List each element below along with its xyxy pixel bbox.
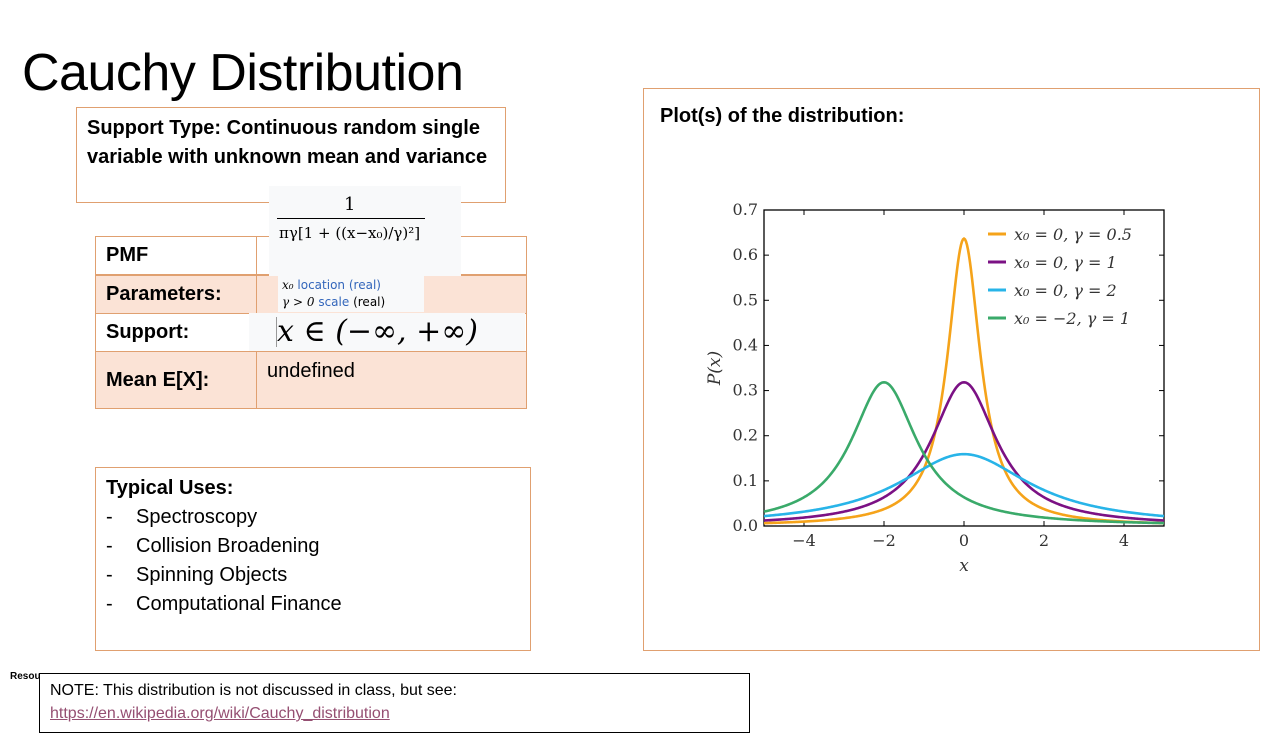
mean-label: Mean E[X]: bbox=[95, 351, 257, 409]
series-line bbox=[763, 237, 1165, 525]
cauchy-chart: 0.0 0.1 0.2 0.3 0.4 0.5 0.6 0.7 −4 −2 0 2 4 x P(x) x₀ =… bbox=[705, 200, 1165, 576]
legend-label: x₀ = 0, γ = 0.5 bbox=[1014, 225, 1132, 244]
legend-label: x₀ = −2, γ = 1 bbox=[1014, 309, 1130, 328]
parameters-image: x₀ location (real) γ > 0 scale (real) bbox=[278, 276, 424, 312]
y-tick-label: 0.4 bbox=[733, 335, 758, 354]
y-tick-label: 0.0 bbox=[733, 516, 758, 535]
parameters-label: Parameters: bbox=[95, 274, 257, 314]
wikipedia-link[interactable]: https://en.wikipedia.org/wiki/Cauchy_dis… bbox=[50, 705, 390, 722]
y-axis-label: P(x) bbox=[705, 351, 725, 386]
support-formula-image: x ∈ (−∞, +∞) bbox=[249, 313, 525, 351]
list-item: - Collision Broadening bbox=[106, 535, 320, 557]
param-location-link[interactable]: location bbox=[297, 278, 346, 292]
series-line bbox=[763, 452, 1165, 518]
support-label: Support: bbox=[95, 313, 257, 352]
y-tick-label: 0.2 bbox=[733, 426, 758, 445]
legend-label: x₀ = 0, γ = 2 bbox=[1014, 281, 1117, 300]
support-formula: x ∈ (−∞, +∞) bbox=[277, 314, 478, 349]
x-tick-label: 2 bbox=[1039, 531, 1049, 550]
resource-label: Resou bbox=[10, 671, 41, 682]
param-scale-type: (real) bbox=[353, 295, 386, 309]
list-item: - Spinning Objects bbox=[106, 564, 288, 586]
pmf-label: PMF bbox=[95, 236, 257, 276]
y-tick-label: 0.6 bbox=[733, 245, 758, 264]
note-box: NOTE: This distribution is not discussed… bbox=[39, 673, 750, 733]
x-axis-label: x bbox=[959, 556, 969, 576]
y-tick-label: 0.3 bbox=[733, 381, 758, 400]
x-tick-label: −2 bbox=[872, 531, 896, 550]
x-tick-label: −4 bbox=[792, 531, 816, 550]
y-tick-label: 0.1 bbox=[733, 471, 758, 490]
typical-uses-heading: Typical Uses: bbox=[106, 477, 234, 499]
list-item: - Spectroscopy bbox=[106, 506, 258, 528]
note-text: NOTE: This distribution is not discussed… bbox=[50, 682, 457, 699]
legend-label: x₀ = 0, γ = 1 bbox=[1014, 253, 1117, 272]
plot-heading: Plot(s) of the distribution: bbox=[660, 105, 905, 127]
param-location-type: (real) bbox=[348, 278, 381, 292]
param-gamma-symbol: γ > 0 bbox=[282, 295, 315, 309]
pmf-denominator: πγ[1 + ((x−x₀)/γ)²] bbox=[279, 224, 421, 242]
param-x0-symbol: x₀ bbox=[282, 278, 294, 292]
page-title: Cauchy Distribution bbox=[22, 44, 464, 102]
x-tick-label: 0 bbox=[959, 531, 969, 550]
param-scale-link[interactable]: scale bbox=[318, 295, 350, 309]
pmf-formula-image: 1 πγ[1 + ((x−x₀)/γ)²] bbox=[269, 186, 461, 276]
series-line bbox=[763, 381, 1165, 525]
mean-value: undefined bbox=[256, 351, 527, 409]
plot-box: Plot(s) of the distribution: bbox=[643, 88, 1260, 651]
y-tick-label: 0.7 bbox=[733, 200, 758, 219]
pmf-numerator: 1 bbox=[344, 194, 356, 215]
series-line bbox=[763, 381, 1165, 522]
y-tick-label: 0.5 bbox=[733, 290, 758, 309]
x-tick-label: 4 bbox=[1119, 531, 1129, 550]
list-item: - Computational Finance bbox=[106, 593, 342, 615]
typical-uses-box: Typical Uses: - Spectroscopy - Collision B… bbox=[95, 467, 531, 651]
